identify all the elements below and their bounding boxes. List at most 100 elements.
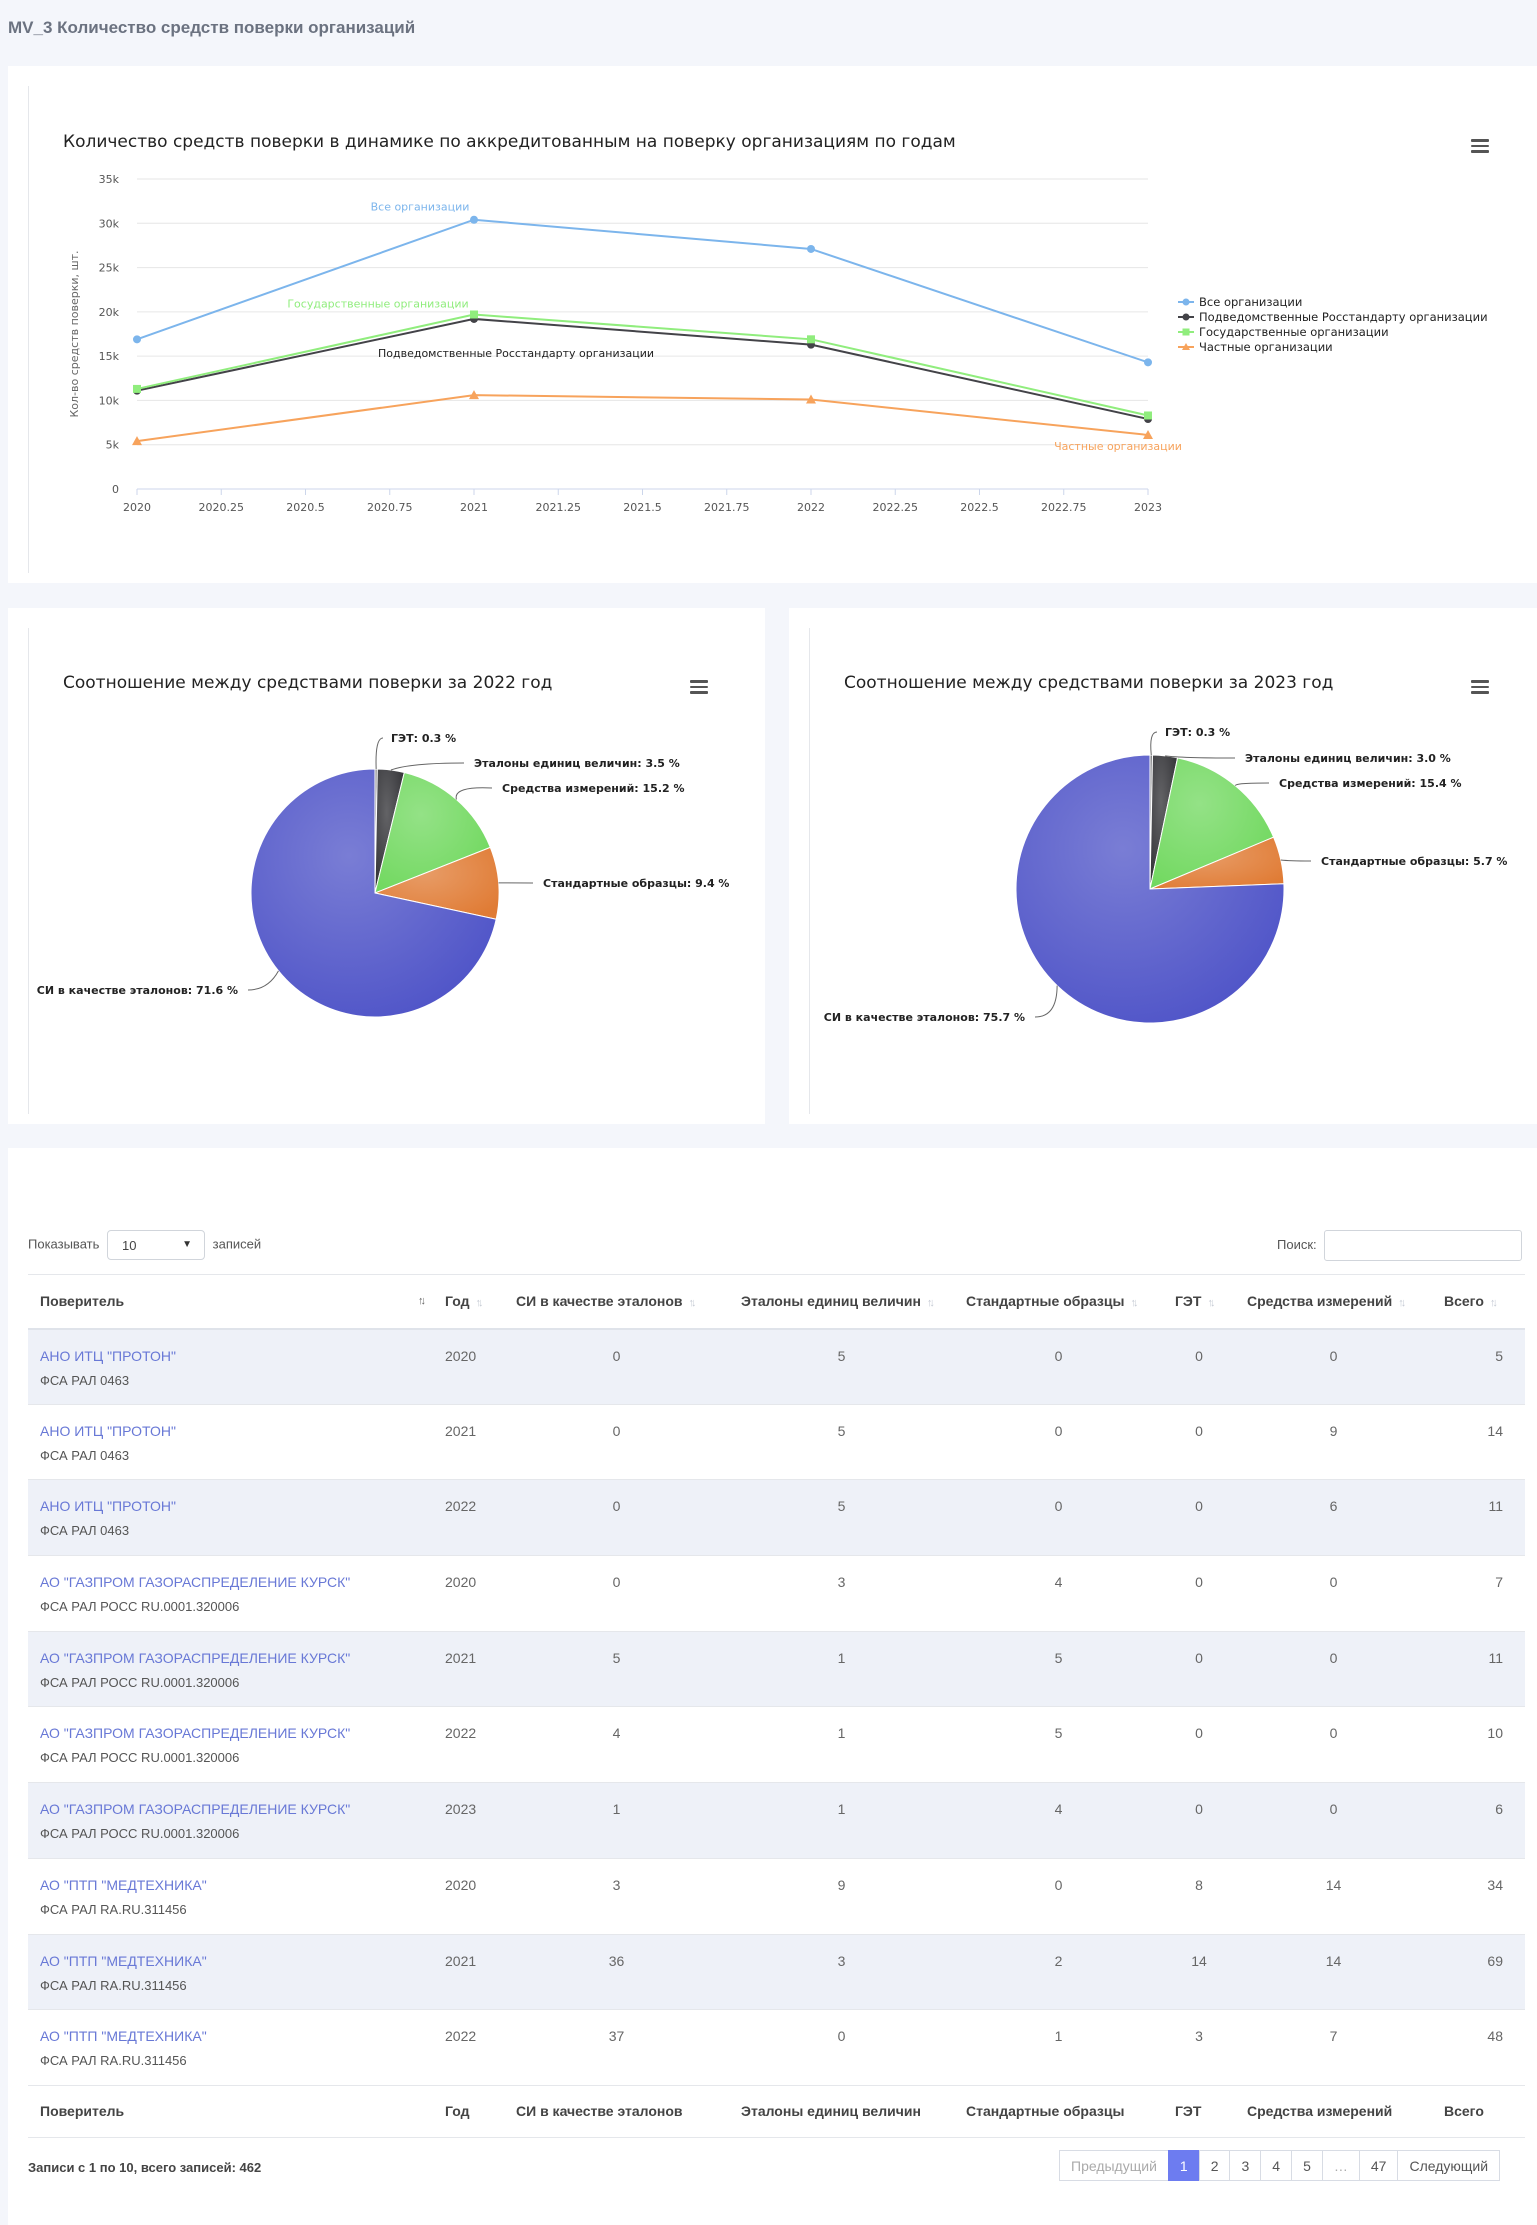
- verifier-link[interactable]: АО "ГАЗПРОМ ГАЗОРАСПРЕДЕЛЕНИЕ КУРСК": [40, 1649, 351, 1666]
- y-tick-label: 15k: [99, 350, 120, 363]
- page-length-select[interactable]: 10 ▼: [107, 1230, 205, 1260]
- legend-item[interactable]: Все организации: [1199, 295, 1302, 309]
- verifier-link[interactable]: АНО ИТЦ "ПРОТОН": [40, 1347, 176, 1364]
- line-chart-menu-icon[interactable]: [1471, 139, 1489, 153]
- col-header-et[interactable]: Эталоны единиц величин ↑↓: [729, 1274, 954, 1330]
- verifier-accreditation: ФСА РАЛ РОСС RU.0001.320006: [40, 1826, 240, 1842]
- page-button[interactable]: …: [1321, 2150, 1360, 2181]
- series-line: [136, 317, 1149, 421]
- y-tick-label: 25k: [99, 262, 120, 275]
- next-page-button[interactable]: Следующий: [1397, 2150, 1501, 2181]
- cell-year: 2021: [433, 1404, 504, 1481]
- page-button[interactable]: 47: [1358, 2150, 1399, 2181]
- x-tick-label: 2021.75: [704, 501, 750, 514]
- verifier-link[interactable]: АО "ПТП "МЕДТЕХНИКА": [40, 2028, 207, 2045]
- data-point[interactable]: [807, 244, 815, 253]
- series-line: [136, 394, 1149, 443]
- page-button[interactable]: 5: [1291, 2150, 1323, 2181]
- col-header-total[interactable]: Всего ↑↓: [1432, 1274, 1525, 1330]
- page-button[interactable]: 4: [1260, 2150, 1293, 2181]
- page-button[interactable]: 2: [1198, 2150, 1231, 2181]
- data-point[interactable]: [807, 335, 815, 344]
- pie-2022-menu-icon[interactable]: [690, 680, 708, 694]
- data-point[interactable]: [132, 436, 142, 446]
- data-point[interactable]: [470, 215, 478, 224]
- page-button[interactable]: 1: [1167, 2150, 1200, 2181]
- verifier-link[interactable]: АО "ПТП "МЕДТЕХНИКА": [40, 1876, 207, 1893]
- cell-et: 5: [729, 1328, 954, 1405]
- cell-so: 0: [954, 1479, 1163, 1557]
- pie-data-label: Эталоны единиц величин: 3.5 %: [474, 757, 680, 770]
- col-header-si[interactable]: СИ в качестве эталонов ↑↓: [504, 1274, 729, 1330]
- col-header-sm[interactable]: Средства измерений ↑↓: [1235, 1274, 1432, 1330]
- y-tick-label: 35k: [99, 173, 120, 186]
- pie-data-label: Средства измерений: 15.4 %: [1279, 777, 1462, 790]
- x-tick-label: 2020.75: [367, 501, 413, 514]
- y-axis-label: Кол-во средств поверки, шт.: [68, 251, 81, 418]
- search-input[interactable]: [1324, 1230, 1523, 1261]
- cell-verifier: АНО ИТЦ "ПРОТОН" ФСА РАЛ 0463: [28, 1328, 433, 1405]
- col-header-verifier[interactable]: Поверитель ↑↓: [28, 1274, 433, 1330]
- x-tick-label: 2020.25: [199, 501, 245, 514]
- cell-verifier: АО "ГАЗПРОМ ГАЗОРАСПРЕДЕЛЕНИЕ КУРСК" ФСА …: [28, 1706, 433, 1784]
- cell-get: 0: [1163, 1782, 1235, 1859]
- cell-et: 0: [729, 2009, 954, 2086]
- legend-item[interactable]: Частные организации: [1199, 340, 1333, 354]
- pie-slice[interactable]: [374, 771, 491, 894]
- foot-year: Год: [433, 2084, 504, 2138]
- col-header-get[interactable]: ГЭТ ↑↓: [1163, 1274, 1235, 1330]
- y-tick-label: 30k: [99, 217, 120, 230]
- verifier-accreditation: ФСА РАЛ 0463: [40, 1523, 130, 1539]
- data-point[interactable]: [133, 335, 141, 344]
- verifier-link[interactable]: АНО ИТЦ "ПРОТОН": [40, 1422, 176, 1439]
- data-point[interactable]: [1144, 411, 1152, 420]
- pie-connector: [1034, 985, 1058, 1018]
- pie-data-label: СИ в качестве эталонов: 71.6 %: [37, 984, 238, 997]
- cell-sm: 14: [1235, 1934, 1432, 2011]
- prev-page-button[interactable]: Предыдущий: [1059, 2150, 1169, 2181]
- verifier-link[interactable]: АО "ПТП "МЕДТЕХНИКА": [40, 1952, 207, 1969]
- col-header-year[interactable]: Год ↑↓: [433, 1274, 504, 1330]
- cell-year: 2021: [433, 1934, 504, 2011]
- legend-item[interactable]: Подведомственные Росстандарту организаци…: [1199, 310, 1488, 324]
- table-info: Записи с 1 по 10, всего записей: 462: [28, 2160, 262, 2175]
- cell-verifier: АО "ГАЗПРОМ ГАЗОРАСПРЕДЕЛЕНИЕ КУРСК" ФСА …: [28, 1782, 433, 1859]
- verifier-link[interactable]: АО "ГАЗПРОМ ГАЗОРАСПРЕДЕЛЕНИЕ КУРСК": [40, 1801, 351, 1818]
- pie-slices: ГЭТ: 0.3 % Эталоны единиц величин: 3.5 % С…: [37, 732, 729, 1018]
- table-row: АО "ПТП "МЕДТЕХНИКА" ФСА РАЛ RA.RU.311456…: [28, 2009, 1525, 2086]
- page-button[interactable]: 3: [1229, 2150, 1262, 2181]
- legend-item[interactable]: Государственные организации: [1199, 325, 1389, 339]
- verifier-link[interactable]: АНО ИТЦ "ПРОТОН": [40, 1498, 176, 1515]
- pie-connector: [1165, 755, 1236, 759]
- pie-2023-menu-icon[interactable]: [1471, 680, 1489, 694]
- data-point[interactable]: [1143, 429, 1153, 439]
- data-point[interactable]: [1144, 358, 1152, 367]
- pagination: Предыдущий 1 2 3 4 5… 47 Следующий: [1059, 2150, 1501, 2181]
- page-length-value: 10: [122, 1238, 137, 1253]
- x-tick-label: 2021.5: [623, 501, 662, 514]
- line-chart-plot: 0 5k 10k 15k 20k 25k 30k 35k 2020 2020.25 2020.5 20…: [68, 173, 1182, 514]
- verifier-link[interactable]: АО "ГАЗПРОМ ГАЗОРАСПРЕДЕЛЕНИЕ КУРСК": [40, 1574, 351, 1591]
- x-tick-label: 2020.5: [286, 501, 325, 514]
- table-row: АНО ИТЦ "ПРОТОН" ФСА РАЛ 0463 2021 0 5 0 0 9 14: [28, 1404, 1525, 1481]
- pie-slice[interactable]: [1015, 754, 1285, 1024]
- pie-connector: [455, 787, 493, 800]
- cell-et: 1: [729, 1631, 954, 1708]
- table-row: АО "ГАЗПРОМ ГАЗОРАСПРЕДЕЛЕНИЕ КУРСК" ФСА …: [28, 1706, 1525, 1784]
- verifier-accreditation: ФСА РАЛ РОСС RU.0001.320006: [40, 1750, 240, 1766]
- table-row: АО "ПТП "МЕДТЕХНИКА" ФСА РАЛ RA.RU.311456…: [28, 1858, 1525, 1935]
- data-point[interactable]: [133, 384, 141, 393]
- verifier-link[interactable]: АО "ГАЗПРОМ ГАЗОРАСПРЕДЕЛЕНИЕ КУРСК": [40, 1725, 351, 1742]
- verifier-accreditation: ФСА РАЛ RA.RU.311456: [40, 2053, 187, 2069]
- data-point[interactable]: [470, 310, 478, 319]
- series-line: [136, 218, 1149, 364]
- data-point[interactable]: [806, 394, 816, 404]
- table-row: АНО ИТЦ "ПРОТОН" ФСА РАЛ 0463 2020 0 5 0 0 0 5: [28, 1328, 1525, 1405]
- pie-slice[interactable]: [250, 768, 497, 1018]
- pie-data-label: Стандартные образцы: 5.7 %: [1321, 855, 1507, 868]
- series-line: [136, 313, 1149, 417]
- table-row: АО "ГАЗПРОМ ГАЗОРАСПРЕДЕЛЕНИЕ КУРСК" ФСА …: [28, 1631, 1525, 1708]
- col-header-so[interactable]: Стандартные образцы ↑↓: [954, 1274, 1163, 1330]
- data-point[interactable]: [469, 390, 479, 400]
